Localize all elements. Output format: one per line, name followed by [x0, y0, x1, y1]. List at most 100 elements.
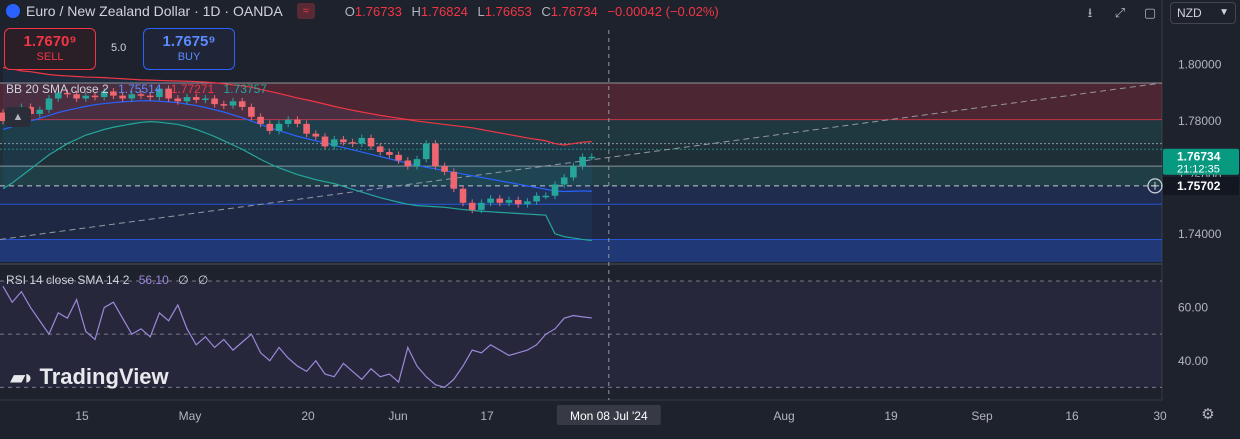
- rsi-na-2: ∅: [197, 273, 209, 287]
- currency-select[interactable]: NZD ▼: [1170, 2, 1236, 24]
- time-axis-label: 30: [1153, 409, 1167, 423]
- crosshair-price-label: 1.75702: [1177, 179, 1221, 193]
- candle-body: [367, 137, 375, 147]
- candle-body: [450, 171, 458, 189]
- candle-body: [82, 95, 90, 99]
- time-axis-label: Jun: [388, 409, 407, 423]
- chart-header: Euro / New Zealand Dollar · 1D · OANDA ≈…: [6, 3, 719, 19]
- candle-body: [73, 94, 80, 99]
- buy-label: BUY: [177, 51, 201, 63]
- candle-body: [524, 201, 531, 205]
- candle-body: [560, 177, 568, 185]
- settings-gear-icon[interactable]: ⚙: [1201, 406, 1215, 423]
- level-zone: [0, 143, 1162, 167]
- level-zone: [0, 204, 1162, 240]
- ohlc-readout: O1.76733 H1.76824 L1.76653 C1.76734 −0.0…: [344, 3, 719, 19]
- crosshair-add-icon: [1147, 178, 1163, 194]
- candle-body: [330, 139, 338, 147]
- bb-band-fill: [3, 67, 592, 241]
- crosshair-date-tag: [556, 405, 661, 425]
- candle-body: [533, 195, 540, 202]
- sell-price: 1.7670⁹: [23, 33, 77, 50]
- chevron-up-icon: ▲: [12, 111, 24, 123]
- candle-body: [321, 136, 329, 147]
- snapshot-icon[interactable]: ▢: [1143, 5, 1157, 20]
- collapse-legend-button[interactable]: ▲: [5, 107, 31, 127]
- candle-body: [36, 109, 44, 114]
- candle-body: [91, 95, 99, 98]
- tradingview-logo[interactable]: ▰◗ TradingView: [10, 364, 169, 390]
- candle-body: [312, 133, 320, 137]
- candle-body: [358, 137, 366, 144]
- bb-upper-value: 1.77271: [170, 82, 215, 96]
- crosshair-date-label: Mon 08 Jul '24: [570, 409, 648, 423]
- bb-basis-value: 1.75514: [118, 82, 162, 96]
- symbol-flag-icon: [6, 4, 20, 18]
- close-value: 1.76734: [550, 3, 598, 19]
- level-zone: [0, 119, 1162, 144]
- candle-body: [202, 98, 209, 100]
- candle-body: [0, 112, 7, 122]
- candle-body: [128, 94, 136, 99]
- candle-body: [110, 91, 117, 96]
- sell-label: SELL: [36, 51, 64, 63]
- time-axis-label: 16: [1065, 409, 1079, 423]
- time-axis-label: 17: [480, 409, 494, 423]
- candle-body: [174, 98, 182, 102]
- fullscreen-icon[interactable]: ⤢: [1114, 5, 1126, 20]
- candle-body: [432, 143, 439, 167]
- bb-legend[interactable]: BB 20 SMA close 2 1.75514 1.77271 1.7375…: [6, 82, 267, 96]
- rsi-value: 56.10: [138, 273, 169, 287]
- candle-body: [165, 88, 172, 99]
- trendline: [0, 82, 1163, 240]
- candle-body: [349, 142, 356, 144]
- candle-body: [54, 92, 62, 99]
- rsi-legend[interactable]: RSI 14 close SMA 14 2 56.10 ∅ ∅: [6, 273, 208, 287]
- bb-lower-value: 1.73757: [223, 82, 267, 96]
- candle-body: [459, 188, 467, 203]
- rsi-line: [2, 285, 592, 389]
- time-axis-label: May: [179, 409, 202, 423]
- candle-body: [64, 92, 71, 95]
- candle-body: [156, 88, 163, 98]
- symbol-title[interactable]: Euro / New Zealand Dollar · 1D · OANDA: [26, 3, 283, 19]
- time-axis-label: 19: [884, 409, 898, 423]
- crosshair-price-tag: [1163, 176, 1239, 195]
- candle-body: [441, 166, 448, 172]
- buy-button[interactable]: 1.7675⁹ BUY: [143, 28, 235, 70]
- chevron-down-icon: ▼: [1219, 7, 1229, 18]
- sell-button[interactable]: 1.7670⁹ SELL: [4, 28, 96, 70]
- candle-body: [119, 95, 126, 99]
- candle-body: [496, 198, 504, 203]
- bb-basis-line: [2, 100, 592, 193]
- candle-body: [183, 97, 191, 102]
- download-icon[interactable]: ⭳: [1087, 5, 1093, 20]
- last-price-label: 1.76734: [1177, 150, 1221, 164]
- rsi-na-1: ∅: [178, 273, 189, 287]
- candle-body: [257, 116, 264, 124]
- price-axis-label: 1.80000: [1178, 58, 1222, 72]
- rsi-axis-label: 60.00: [1178, 301, 1208, 315]
- candle-body: [220, 104, 228, 106]
- price-axis-label: 1.78000: [1178, 114, 1222, 128]
- candle-body: [376, 146, 384, 153]
- candle-body: [422, 143, 430, 160]
- level-zone: [0, 82, 1162, 120]
- candle-body: [468, 202, 476, 210]
- candle-body: [514, 199, 522, 205]
- candle-body: [266, 123, 274, 131]
- tradingview-logo-icon: ▰◗: [10, 366, 35, 389]
- chart-toolbar: ⭳ ⤢ ▢: [1077, 2, 1167, 24]
- indicator-toggle-icon[interactable]: ≈: [296, 3, 315, 19]
- time-axis-label: 20: [301, 409, 315, 423]
- candle-body: [588, 156, 596, 159]
- bb-lower-line: [2, 120, 592, 242]
- candle-body: [248, 106, 255, 117]
- candle-body: [137, 94, 145, 96]
- candle-body: [413, 159, 421, 167]
- time-axis-label: 15: [75, 409, 89, 423]
- candle-body: [487, 198, 494, 203]
- currency-value: NZD: [1177, 6, 1202, 20]
